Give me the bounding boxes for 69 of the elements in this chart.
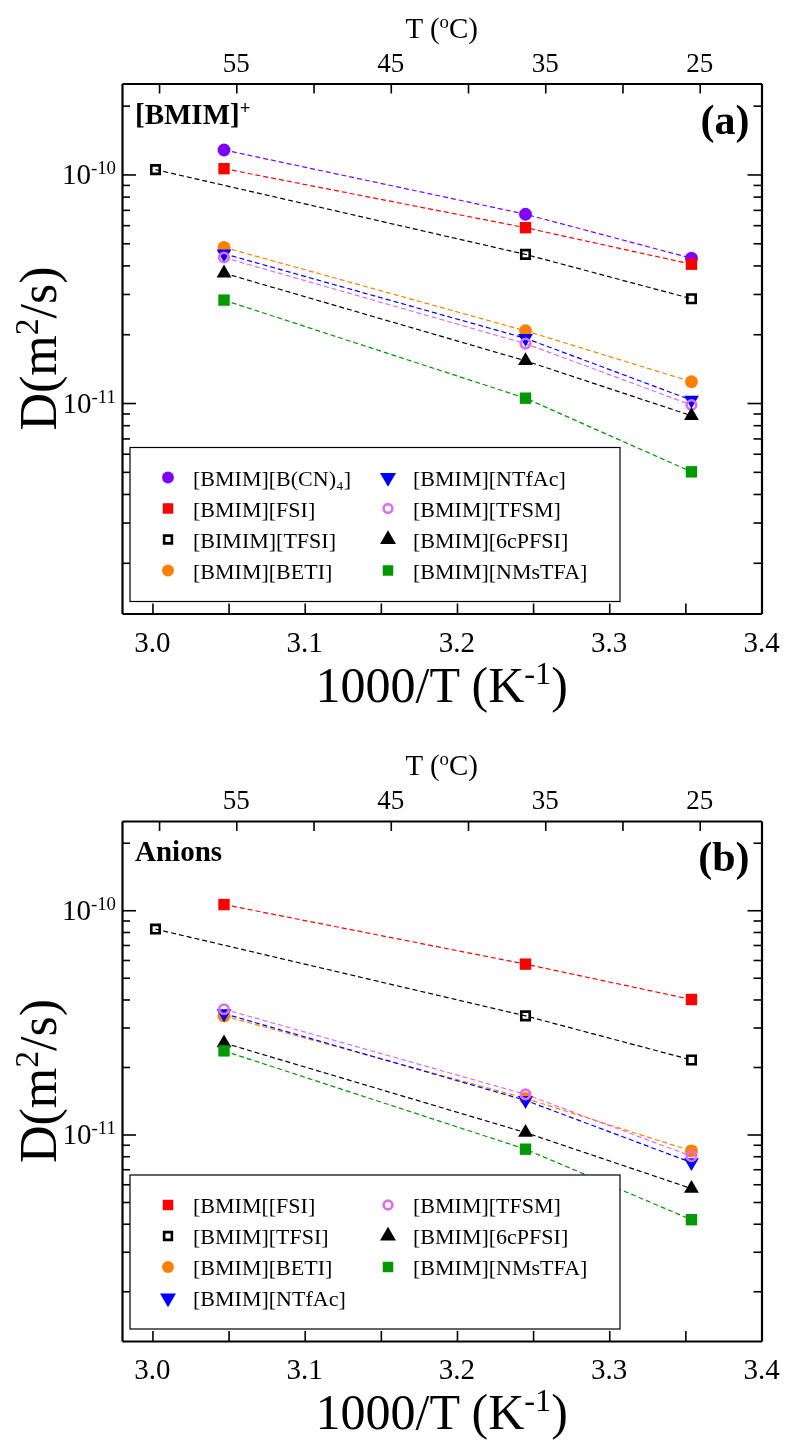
legend-label: [BMIM][B(CN)₄] <box>193 465 351 491</box>
x-tick-label: 3.0 <box>134 1353 171 1385</box>
legend-label: [BMIM][TFSI] <box>193 1224 329 1249</box>
x2-tick-label: 55 <box>222 47 250 78</box>
point <box>149 164 162 176</box>
legend-label: [BMIM][NMsTFA] <box>413 1255 588 1280</box>
point <box>519 1143 532 1155</box>
x-tick-label: 3.0 <box>134 625 171 658</box>
x2-axis-title: T ($^{o}$C) <box>405 10 479 45</box>
point <box>685 1054 697 1066</box>
x2-tick-label: 25 <box>686 47 714 78</box>
point <box>218 162 230 175</box>
x-tick-label: 3.2 <box>438 1353 476 1385</box>
point <box>519 958 532 970</box>
point <box>518 1124 533 1137</box>
x-tick-label: 3.3 <box>591 1353 628 1385</box>
point <box>685 375 698 389</box>
point <box>218 898 230 911</box>
legend-label: [BMIM[[FSI] <box>193 1193 316 1218</box>
legend-label: [BMIM][BETI] <box>193 1255 333 1280</box>
x-tick-label: 3.1 <box>286 1353 323 1385</box>
legend-label: [BMIM][NTfAc] <box>413 465 566 491</box>
y-tick-label: 10$^{-11}$ <box>62 385 116 420</box>
annotation: (b) <box>698 834 750 881</box>
point <box>149 923 162 935</box>
legend-label: [BMIM][BETI] <box>193 558 333 584</box>
point <box>217 1003 231 1016</box>
x2-tick-label: 55 <box>222 785 250 815</box>
point <box>685 993 698 1006</box>
annotation: [BMIM]$^{+}$ <box>135 96 251 130</box>
point <box>685 293 697 305</box>
point <box>218 1045 230 1057</box>
legend-label: [BMIM][NTfAc] <box>193 1286 346 1311</box>
point <box>519 392 532 404</box>
point <box>685 1150 698 1163</box>
point <box>684 1180 699 1193</box>
x2-tick-label: 35 <box>531 785 559 815</box>
point <box>218 294 230 306</box>
point <box>519 221 532 234</box>
legend-label: [BMIM][TFSM] <box>413 496 561 522</box>
x2-tick-label: 25 <box>686 785 714 815</box>
legend-label: [BMIM][TFSM] <box>413 1193 561 1218</box>
x-tick-label: 3.4 <box>743 625 781 658</box>
x2-axis-title: T ($^{o}$C) <box>405 747 479 782</box>
point <box>519 248 532 260</box>
x-tick-label: 3.3 <box>591 625 628 658</box>
legend-label: [BMIM][NMsTFA] <box>413 558 588 584</box>
point <box>685 466 698 478</box>
x-tick-label: 3.4 <box>743 1353 781 1385</box>
point <box>685 1213 698 1226</box>
point <box>518 352 533 366</box>
annotation: Anions <box>135 835 223 867</box>
x2-tick-label: 45 <box>377 47 405 78</box>
point <box>685 258 698 270</box>
x2-tick-label: 45 <box>377 785 405 815</box>
legend-label: [BMIM][FSI] <box>193 496 316 522</box>
annotation: (a) <box>700 96 750 144</box>
y-tick-label: 10$^{-10}$ <box>61 156 116 191</box>
point <box>519 1088 532 1101</box>
point <box>519 207 532 221</box>
point <box>217 143 231 157</box>
x2-tick-label: 35 <box>531 47 559 78</box>
legend-label: [BIMIM][TFSI] <box>193 527 336 553</box>
x-axis-title: 1000/T (K$^{-1}$) <box>315 1382 569 1440</box>
y-tick-label: 10$^{-11}$ <box>62 1117 116 1151</box>
legend-label: [BMIM][6cPFSI] <box>413 1224 569 1249</box>
legend-label: [BMIM][6cPFSI] <box>413 527 569 553</box>
point <box>519 1010 532 1022</box>
y-tick-label: 10$^{-10}$ <box>61 892 116 927</box>
